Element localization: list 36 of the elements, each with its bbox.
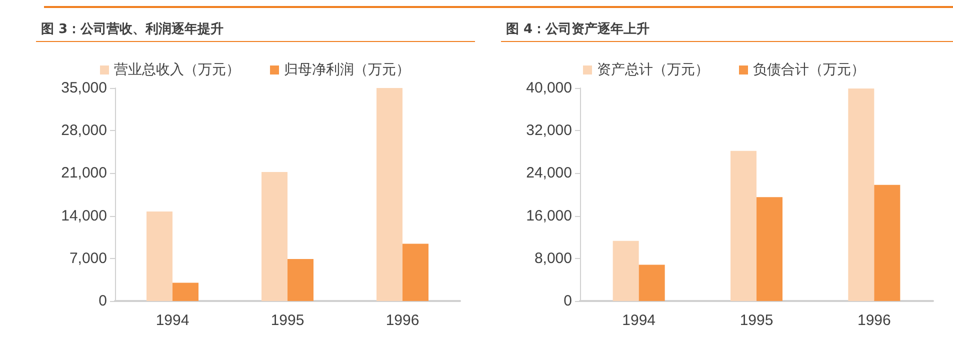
y-tick-label: 16,000: [526, 207, 572, 224]
x-tick-label: 1996: [857, 312, 891, 329]
legend-label: 营业总收入（万元）: [114, 62, 240, 78]
bar: [848, 88, 874, 301]
y-tick-label: 8,000: [534, 250, 572, 267]
bar: [146, 212, 172, 301]
bar: [376, 88, 402, 301]
bar: [612, 240, 639, 301]
legend-label: 资产总计（万元）: [597, 62, 709, 78]
y-tick-label: 7,000: [69, 250, 107, 267]
bar: [730, 150, 756, 301]
y-tick-label: 40,000: [526, 80, 572, 96]
chart-title: 图 3：公司营收、利润逐年提升: [41, 21, 224, 37]
y-tick-label: 14,000: [61, 207, 107, 224]
y-tick-label: 32,000: [526, 122, 572, 140]
legend-label: 归母净利润（万元）: [284, 62, 410, 78]
x-tick-label: 1995: [740, 312, 774, 329]
bar: [402, 244, 428, 301]
y-tick-label: 21,000: [61, 164, 107, 182]
y-tick-label: 0: [98, 292, 107, 310]
bar: [288, 259, 314, 301]
y-tick-label: 24,000: [526, 164, 572, 182]
bar: [262, 172, 288, 301]
bar: [756, 197, 782, 301]
chart-title: 图 4：公司资产逐年上升: [506, 21, 650, 37]
bar: [874, 184, 900, 301]
y-tick-label: 28,000: [61, 122, 107, 140]
y-tick-label: 0: [564, 292, 572, 310]
legend-label: 负债合计（万元）: [753, 62, 865, 78]
x-tick-label: 1994: [156, 312, 190, 329]
y-tick-label: 35,000: [61, 80, 107, 96]
x-tick-label: 1994: [622, 312, 656, 329]
x-tick-label: 1995: [270, 312, 304, 329]
bar: [638, 264, 665, 301]
bar: [172, 282, 198, 301]
x-tick-label: 1996: [386, 312, 420, 329]
